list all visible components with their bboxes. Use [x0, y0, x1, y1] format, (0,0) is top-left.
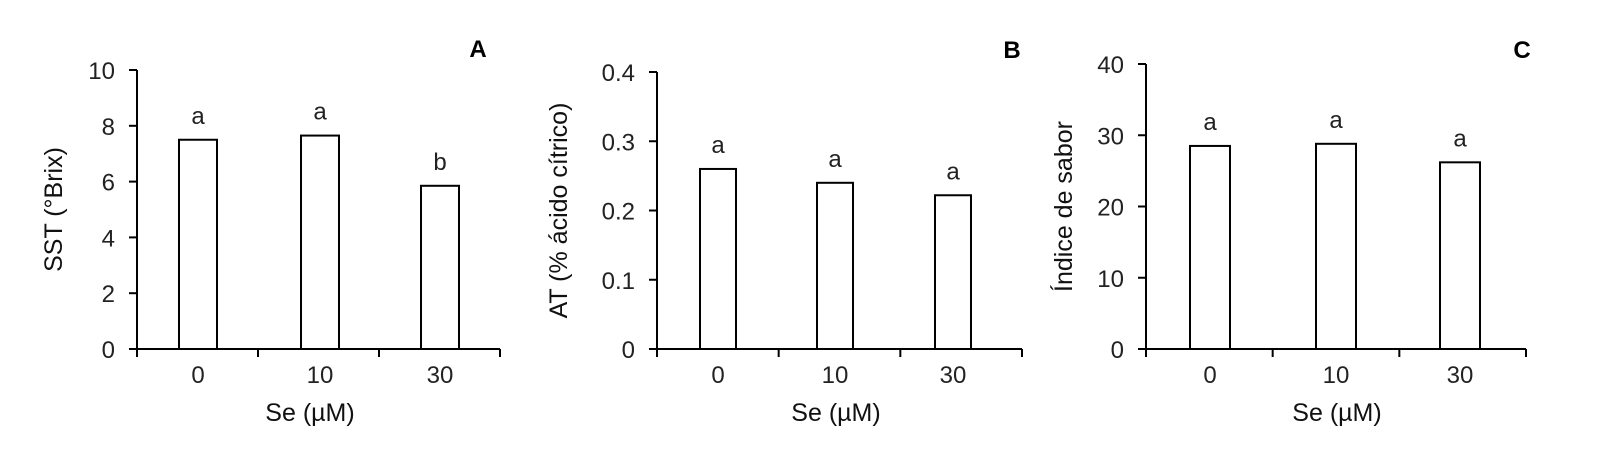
- y-tick-label: 30: [1097, 123, 1124, 150]
- significance-letter: a: [1453, 125, 1467, 152]
- panel-letter: A: [469, 36, 486, 63]
- y-tick-label: 0.2: [602, 199, 635, 226]
- panel-letter: B: [1003, 37, 1020, 64]
- x-tick-label: 0: [711, 362, 724, 389]
- significance-letter: a: [711, 132, 725, 159]
- bar: [1189, 144, 1231, 350]
- y-tick-label: 2: [102, 281, 115, 308]
- chart-panel-a: a a b 0 2 4 6 8 10 0 10 30 Se (µM) SST (°Brix) A: [40, 36, 501, 427]
- x-tick-label: 0: [1203, 362, 1216, 389]
- y-axis-title: Índice de sabor: [1049, 121, 1078, 292]
- x-tick-label: 10: [822, 362, 849, 389]
- x-axis-title: Se (µM): [791, 399, 880, 427]
- bar: [178, 138, 218, 350]
- y-tick-label: 0: [102, 337, 115, 364]
- bar: [934, 194, 972, 350]
- x-tick-label: 0: [191, 362, 204, 389]
- significance-letter: a: [313, 99, 327, 126]
- significance-letter: a: [946, 158, 960, 185]
- y-tick-label: 0.3: [602, 129, 635, 156]
- y-tick-label: 0.4: [602, 60, 635, 87]
- x-tick-label: 10: [1323, 362, 1350, 389]
- panel-letter: C: [1513, 37, 1530, 64]
- significance-letter: a: [1329, 107, 1343, 134]
- y-tick-label: 0: [622, 337, 635, 364]
- y-tick-label: 10: [1097, 266, 1124, 293]
- y-axis-title: SST (°Brix): [40, 147, 68, 272]
- significance-letter: a: [191, 103, 205, 130]
- y-tick-label: 6: [102, 170, 115, 197]
- x-tick-label: 30: [940, 362, 967, 389]
- y-tick-label: 10: [88, 58, 115, 85]
- y-tick-label: 0.1: [602, 268, 635, 295]
- bar: [420, 184, 460, 350]
- bar: [816, 181, 854, 350]
- bar: [699, 167, 737, 350]
- x-tick-label: 10: [307, 362, 334, 389]
- significance-letter: a: [828, 146, 842, 173]
- y-tick-label: 8: [102, 114, 115, 141]
- x-tick-label: 30: [427, 362, 454, 389]
- x-axis-title: Se (µM): [1292, 399, 1381, 427]
- bar: [1315, 142, 1357, 350]
- x-axis-title: Se (µM): [265, 399, 354, 427]
- significance-letter: a: [1203, 109, 1217, 136]
- y-tick-label: 40: [1097, 52, 1124, 79]
- y-axis-title: AT (% ácido cítrico): [545, 103, 573, 319]
- chart-panel-b: a a a 0 0.1 0.2 0.3 0.4 0 10 30 Se (µM) AT (% ácido …: [545, 37, 1023, 427]
- chart-panel-c: a a a 0 10 20 30 40 0 10 30 Se (µM) Índice de sabor C: [1049, 37, 1531, 427]
- y-tick-label: 0: [1111, 337, 1124, 364]
- significance-letter: b: [433, 149, 446, 176]
- bar: [1439, 161, 1481, 350]
- y-tick-label: 4: [102, 225, 115, 252]
- y-tick-label: 20: [1097, 195, 1124, 222]
- bar: [300, 134, 340, 350]
- x-tick-label: 30: [1447, 362, 1474, 389]
